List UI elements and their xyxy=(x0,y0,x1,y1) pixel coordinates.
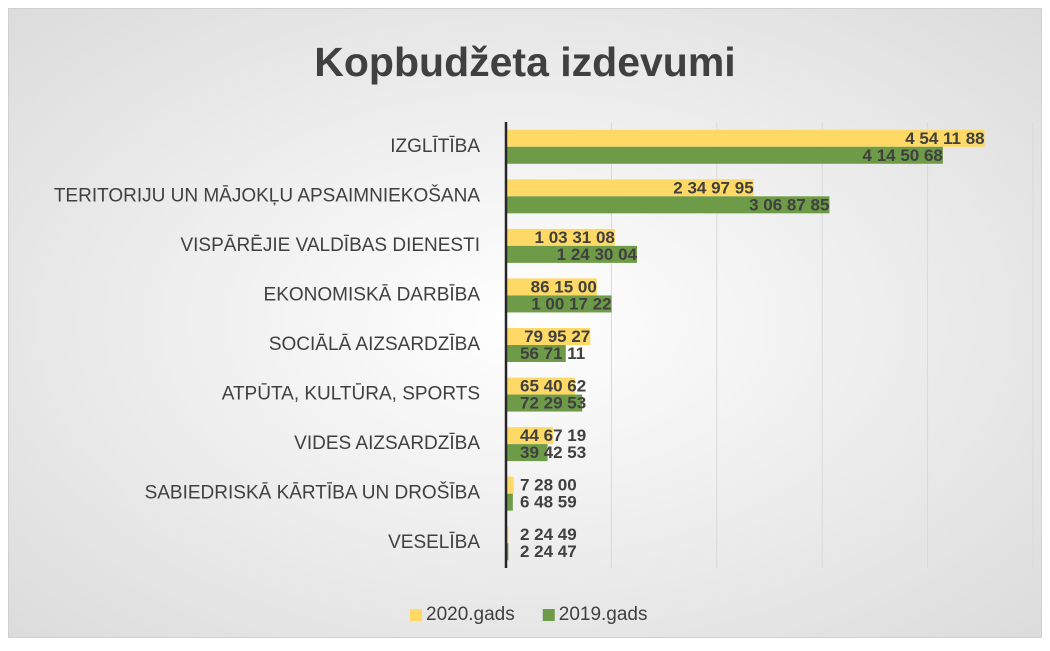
bar xyxy=(506,179,754,197)
legend-label: 2020.gads xyxy=(426,604,515,625)
data-label: 1 03 31 08 xyxy=(535,228,615,247)
data-label: 6 48 59 xyxy=(520,493,577,512)
bar xyxy=(506,476,514,494)
bar xyxy=(506,427,554,445)
data-label: 79 95 27 xyxy=(524,327,590,346)
data-label: 2 34 97 95 xyxy=(673,178,753,197)
category-label: SOCIĀLĀ AIZSARDZĪBA xyxy=(269,334,480,355)
category-label: TERITORIJU UN MĀJOKĻU APSAIMNIEKOŠANA xyxy=(54,184,481,206)
data-label: 65 40 62 xyxy=(520,377,586,396)
category-label: IZGLĪTĪBA xyxy=(390,136,480,157)
bar xyxy=(506,245,638,263)
data-label: 7 28 00 xyxy=(520,476,577,495)
data-label: 3 06 87 85 xyxy=(749,195,829,214)
bar xyxy=(506,444,548,462)
category-label: SABIEDRISKĀ KĀRTĪBA UN DROŠĪBA xyxy=(145,482,481,504)
bar xyxy=(506,228,615,246)
bar xyxy=(506,345,566,362)
data-label: 1 24 30 04 xyxy=(557,245,638,264)
bar xyxy=(506,493,513,511)
data-label: 86 15 00 xyxy=(531,277,597,296)
bar xyxy=(506,278,597,296)
legend-swatch xyxy=(410,609,422,621)
bar xyxy=(506,129,985,147)
category-label: ATPŪTA, KULTŪRA, SPORTS xyxy=(222,384,480,405)
category-label: VISPĀRĒJIE VALDĪBAS DIENESTI xyxy=(180,235,480,256)
bar xyxy=(506,196,830,214)
category-label: EKONOMISKĀ DARBĪBA xyxy=(264,284,481,305)
legend-swatch xyxy=(542,609,555,621)
bar xyxy=(506,146,943,164)
category-label: VIDES AIZSARDZĪBA xyxy=(294,433,480,454)
data-label: 1 00 17 22 xyxy=(531,294,611,313)
chart-title: Kopbudžeta izdevumi xyxy=(314,39,735,85)
data-label: 2 24 47 xyxy=(520,542,577,561)
data-label: 56 71 11 xyxy=(520,344,585,363)
data-label: 4 54 11 88 xyxy=(905,129,984,148)
data-label: 4 14 50 68 xyxy=(863,146,943,165)
bar xyxy=(506,328,591,345)
category-label: VESELĪBA xyxy=(388,532,480,553)
data-label: 44 67 19 xyxy=(520,426,586,445)
bar xyxy=(506,377,575,395)
data-label: 39 42 53 xyxy=(520,443,586,462)
legend-label: 2019.gads xyxy=(559,604,648,625)
bar xyxy=(506,295,612,313)
data-label: 72 29 53 xyxy=(520,394,586,413)
bar xyxy=(506,394,583,412)
data-label: 2 24 49 xyxy=(520,525,577,544)
chart-background xyxy=(8,8,1042,638)
